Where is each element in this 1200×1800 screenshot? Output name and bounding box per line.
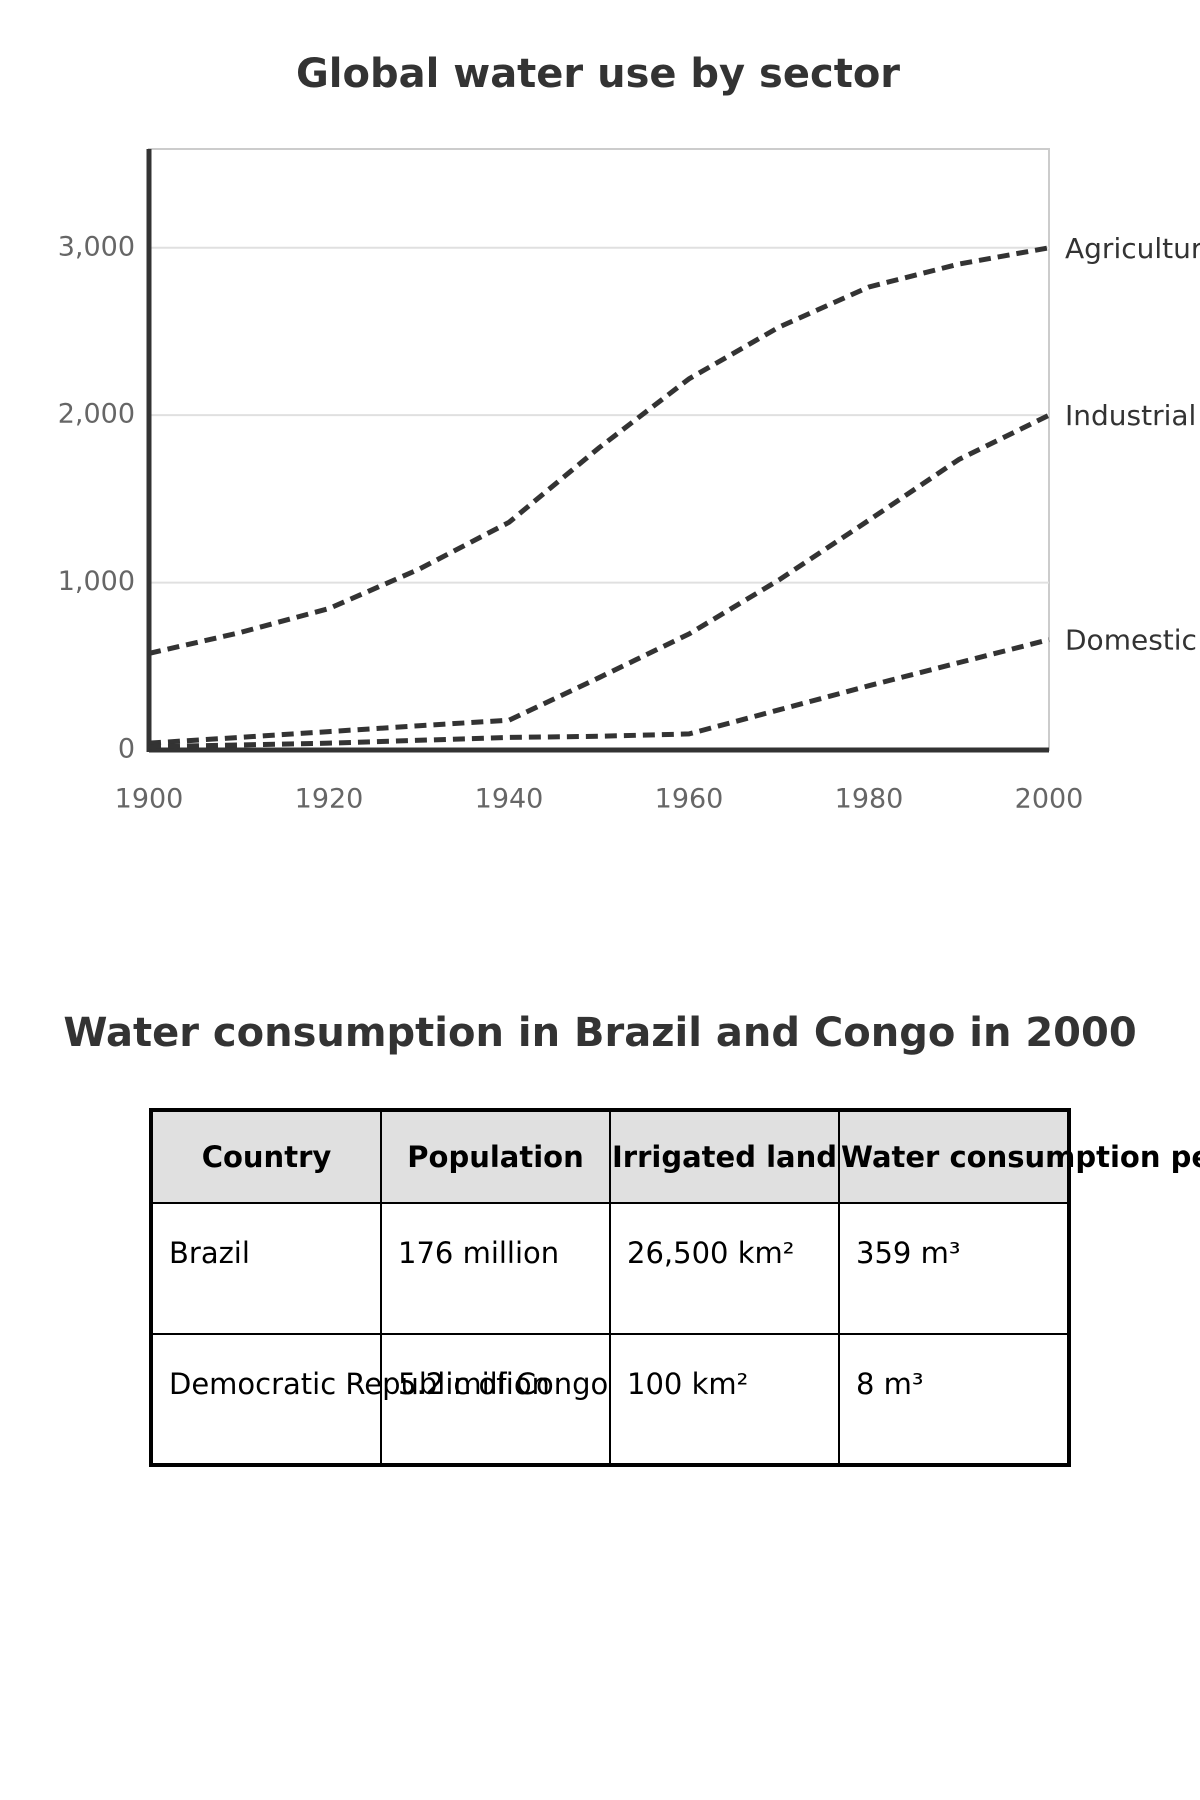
- header-cell: Irrigated land: [609, 1109, 840, 1204]
- table-cell: 100 km²: [609, 1333, 840, 1466]
- line: [148, 412, 1051, 746]
- series-label: Domestic: [1065, 624, 1197, 657]
- y-tick-label: 1,000: [58, 566, 135, 597]
- table-cell: 26,500 km²: [609, 1202, 840, 1335]
- header-cell: Population: [380, 1109, 611, 1204]
- x-tick-label: 1900: [115, 784, 184, 815]
- chart: Global water use by sector 0 1,000 2,000 3,…: [58, 51, 1200, 815]
- header-cell: Country: [150, 1109, 382, 1204]
- table-row: Democratic Republic of Congo 5.2 million 1…: [150, 1333, 1070, 1466]
- line: [148, 637, 1050, 750]
- table-cell: 359 m³: [838, 1202, 1070, 1335]
- y-tick-label: 0: [118, 734, 135, 765]
- line: [148, 245, 1050, 656]
- y-tick-label: 3,000: [58, 231, 135, 262]
- table-cell: Brazil: [150, 1202, 382, 1335]
- table-cell: 5.2 million: [380, 1333, 611, 1466]
- table-cell: 176 million: [380, 1202, 611, 1335]
- table-cell: Democratic Republic of Congo: [150, 1333, 608, 1466]
- header-cell: Water consumption per person: [838, 1109, 1200, 1204]
- x-tick-label: 1960: [655, 784, 724, 815]
- x-tick-label: 1920: [295, 784, 364, 815]
- x-tick-label: 1980: [835, 784, 904, 815]
- series-label: Industrial: [1065, 399, 1196, 432]
- chart-title: Global water use by sector: [296, 51, 900, 97]
- y-tick-label: 2,000: [58, 399, 135, 430]
- x-tick-label: 1940: [475, 784, 544, 815]
- x-tick-label: 2000: [1015, 784, 1084, 815]
- table-row: Brazil 176 million 26,500 km² 359 m³: [150, 1202, 1070, 1335]
- table-cell: 8 m³: [838, 1333, 1070, 1466]
- table: Country Population Irrigated land Water con…: [149, 1108, 1200, 1467]
- series-label: Agriculture: [1065, 232, 1200, 265]
- table-title: Water consumption in Brazil and Congo in…: [63, 1010, 1137, 1056]
- header-row: Country Population Irrigated land Water con…: [150, 1109, 1200, 1204]
